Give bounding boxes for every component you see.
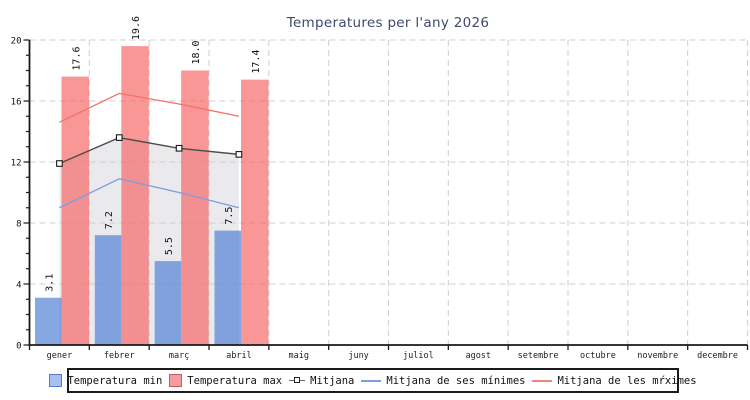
x-tick-label: setembre — [518, 351, 559, 361]
legend-item-mitjana-minimes: Mitjana de ses mínimes — [361, 375, 525, 387]
x-tick-label: decembre — [697, 351, 738, 361]
legend-item-temperatura-min: Temperatura min — [49, 374, 162, 387]
mitjana-marker — [175, 144, 183, 152]
chart-title: Temperatures per l'any 2026 — [286, 15, 490, 31]
x-tick-label: novembre — [637, 351, 678, 361]
bar-temperatura-max — [61, 76, 89, 345]
line-mitjana — [59, 136, 239, 165]
legend-item-temperatura-max: Temperatura max — [169, 374, 282, 387]
x-tick-label: juny — [348, 351, 368, 361]
line-mitjana-de-ses-mínimes — [59, 178, 240, 209]
legend-label: Temperatura max — [187, 374, 283, 387]
y-tick-label: 4 — [16, 281, 21, 291]
bar-temperatura-min — [35, 297, 62, 345]
average-lines — [56, 92, 243, 209]
x-tick-label: març — [169, 351, 189, 361]
mitjana-marker — [235, 151, 243, 158]
x-tick-label: abril — [226, 351, 252, 361]
x-tick-label: agost — [465, 351, 491, 361]
line-mitjana-de-les-mŕximes — [59, 92, 240, 123]
x-tick-label: maig — [289, 351, 309, 361]
gridlines — [29, 39, 749, 345]
bar-temperatura-min — [94, 235, 122, 345]
y-tick-label: 0 — [16, 342, 21, 352]
legend-item-mitjana-maximes: Mitjana de les mŕximes — [532, 374, 697, 387]
bar-value-label: 7.2 — [104, 211, 115, 229]
min-average-line-icon — [361, 379, 382, 382]
bar-value-label: 5.5 — [164, 237, 175, 255]
y-tick-label: 16 — [11, 98, 22, 108]
bar-temperatura-min — [214, 230, 241, 345]
bar-temperatura-max — [181, 70, 209, 345]
chart-legend: Temperatura min Temperatura max Mitjana … — [49, 368, 697, 393]
legend-label: Mitjana — [310, 374, 355, 387]
bar-value-label: 17.4 — [251, 50, 262, 74]
x-tick-label: gener — [47, 351, 73, 361]
bar-temperatura-max — [121, 46, 149, 345]
axes: 0 4 8 12 16 20 gener febrer març abril maig juny jul… — [11, 37, 749, 361]
bar-value-label: 18.0 — [191, 40, 202, 64]
y-tick-label: 20 — [11, 37, 22, 47]
legend-label: Mitjana de ses mínimes — [386, 374, 526, 387]
legend-label: Mitjana de les mŕximes — [557, 374, 697, 387]
x-tick-label: octubre — [580, 351, 616, 361]
bar-value-label: 19.6 — [131, 16, 142, 40]
bar-value-labels: 3.1 7.2 5.5 7.5 17.6 19.6 18.0 17.4 — [44, 16, 262, 292]
max-bar-swatch-icon — [169, 374, 183, 387]
temperature-bars — [35, 46, 269, 346]
min-bar-swatch-icon — [49, 374, 63, 387]
legend-label: Temperatura min — [67, 374, 163, 387]
bar-value-label: 17.6 — [71, 47, 82, 71]
mitjana-marker — [56, 160, 63, 167]
y-tick-label: 12 — [11, 159, 22, 169]
bar-value-label: 3.1 — [44, 274, 55, 292]
y-tick-label: 8 — [16, 220, 21, 230]
mitjana-marker — [115, 134, 123, 141]
max-average-line-icon — [532, 379, 553, 382]
mean-line-marker-icon — [289, 376, 306, 385]
bar-value-label: 7.5 — [224, 207, 235, 225]
bar-temperatura-max — [241, 79, 269, 346]
legend-item-mitjana: Mitjana — [289, 375, 354, 387]
x-tick-label: juliol — [403, 351, 434, 361]
x-tick-label: febrer — [104, 351, 135, 361]
bar-temperatura-min — [154, 261, 182, 345]
